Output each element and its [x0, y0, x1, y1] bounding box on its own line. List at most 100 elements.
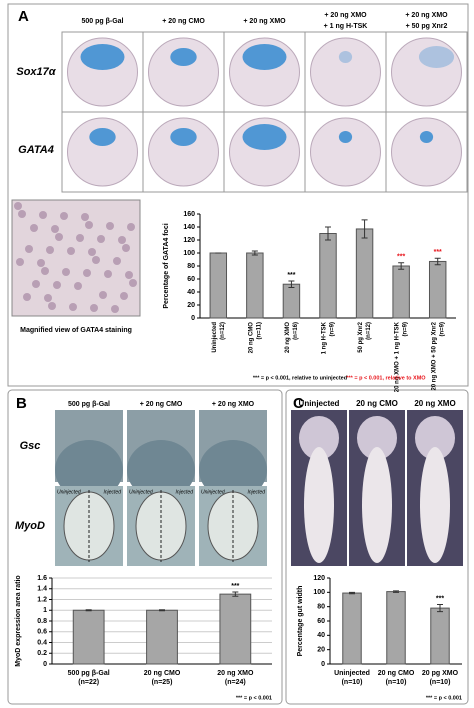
stain — [170, 48, 197, 66]
x-tick-label: (n=9) — [403, 322, 409, 337]
column-header: + 20 ng XMO — [324, 12, 367, 19]
cell — [85, 221, 93, 229]
cell — [129, 279, 137, 287]
y-axis-title: Percentage of GATA4 foci — [163, 223, 170, 308]
embryo — [310, 117, 381, 187]
y-tick-label: 1.6 — [37, 575, 47, 582]
column-header: + 20 ng CMO — [162, 18, 205, 25]
gsc-embryo — [199, 440, 267, 500]
cell — [120, 292, 128, 300]
bar — [209, 252, 228, 319]
stain — [80, 44, 125, 70]
cell — [92, 256, 100, 264]
side-label: Injected — [175, 489, 193, 495]
x-tick-label: (n=9) — [439, 322, 445, 337]
cell — [127, 223, 135, 231]
bar — [146, 609, 178, 665]
side-label: Uninjected — [201, 489, 225, 495]
x-tick-label: 20 ng XMO + 1 ng H-TSK — [395, 321, 401, 392]
panel-b-frame — [7, 389, 283, 705]
cell — [51, 225, 59, 233]
error-bar — [398, 262, 405, 270]
cell — [39, 211, 47, 219]
y-tick-label: 0.4 — [37, 639, 47, 646]
y-tick-label: 0 — [191, 315, 195, 322]
embryo — [148, 37, 219, 107]
y-tick-label: 40 — [187, 289, 195, 296]
y-tick-label: 120 — [313, 575, 325, 582]
panel-c-frame — [285, 389, 469, 705]
error-bar — [251, 250, 258, 256]
stain — [338, 131, 353, 143]
cell — [53, 281, 61, 289]
embryo — [67, 117, 138, 187]
cell — [74, 282, 82, 290]
column-header: + 1 ng H-TSK — [324, 23, 368, 30]
error-bar — [288, 280, 295, 288]
cell — [67, 247, 75, 255]
x-tick-label: 20 ng XMO — [217, 670, 254, 677]
panel-label: C — [293, 395, 304, 412]
embryo — [148, 117, 219, 187]
error-bar — [361, 219, 368, 239]
bar — [355, 228, 374, 319]
stain — [242, 44, 287, 70]
column-header: + 20 ng XMO — [243, 18, 286, 25]
column-header: 20 ng CMO — [356, 399, 398, 408]
y-tick-label: 80 — [317, 604, 325, 611]
cell — [23, 293, 31, 301]
y-tick-label: 60 — [187, 276, 195, 283]
y-tick-label: 0.2 — [37, 650, 47, 657]
cell — [44, 294, 52, 302]
cell — [125, 271, 133, 279]
error-bar — [434, 257, 441, 266]
x-tick-label: Uninjected — [334, 670, 370, 677]
side-label: Uninjected — [57, 489, 81, 495]
cell — [37, 259, 45, 267]
cell — [60, 212, 68, 220]
error-bar — [85, 609, 92, 612]
cell — [81, 213, 89, 221]
y-tick-label: 0 — [321, 661, 325, 668]
gsc-embryo — [127, 440, 195, 500]
row-label: Gsc — [20, 440, 41, 452]
cell — [111, 305, 119, 313]
cell — [25, 245, 33, 253]
stain — [419, 131, 434, 143]
bar — [219, 593, 252, 665]
x-tick-label: (n=11) — [256, 322, 262, 340]
stain — [89, 128, 116, 146]
cell — [90, 304, 98, 312]
y-tick-label: 0.6 — [37, 629, 47, 636]
y-tick-label: 80 — [187, 263, 195, 270]
y-tick-label: 1.2 — [37, 596, 47, 603]
bar — [72, 609, 105, 665]
y-tick-label: 1.4 — [37, 586, 47, 593]
column-header: 500 pg β-Gal — [68, 401, 110, 408]
error-bar — [325, 226, 331, 241]
cell — [62, 268, 70, 276]
cell — [83, 269, 91, 277]
x-tick-label: 50 pg Xnr2 — [358, 321, 364, 352]
x-tick-label: (n=10) — [386, 679, 407, 686]
cell — [14, 202, 22, 210]
y-tick-label: 120 — [183, 237, 195, 244]
cell — [76, 234, 84, 242]
cell — [48, 302, 56, 310]
y-tick-label: 0 — [43, 661, 47, 668]
x-tick-label: (n=22) — [78, 679, 99, 686]
cell — [118, 236, 126, 244]
panel-a-frame — [7, 3, 469, 387]
y-tick-label: 60 — [317, 618, 325, 625]
column-header: 500 pg β-Gal — [81, 18, 123, 25]
y-tick-label: 40 — [317, 632, 325, 639]
x-tick-label: 20 ng XMO — [285, 322, 291, 353]
panel-label: A — [18, 8, 29, 25]
cell — [69, 303, 77, 311]
y-tick-label: 160 — [183, 211, 195, 218]
x-tick-label: (n=12) — [366, 322, 372, 340]
footnote: *** = p < 0.001, relative to uninjected — [253, 375, 347, 381]
cell — [41, 267, 49, 275]
bar — [386, 591, 406, 665]
